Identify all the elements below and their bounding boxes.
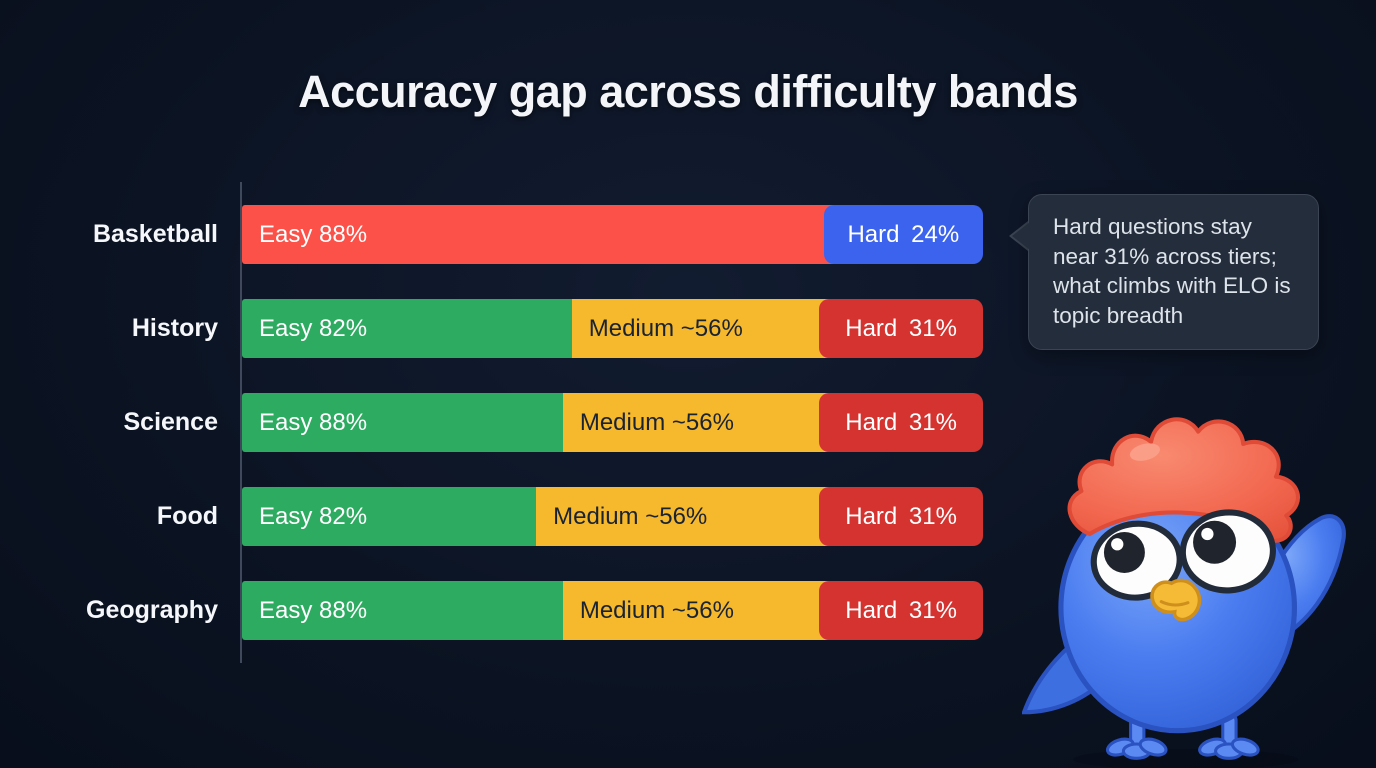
page-title: Accuracy gap across difficulty bands <box>298 66 1078 117</box>
bar-basketball: Easy 88% Hard 24% <box>242 205 983 264</box>
mascot-crest-highlight <box>1129 443 1160 461</box>
stacked-bar-chart: Basketball Easy 88% Hard 24% History Easy 82… <box>0 182 1000 682</box>
bar-segment-medium-history: Medium ~56% <box>571 299 831 358</box>
mascot-beak <box>1150 578 1202 622</box>
bar-segment-medium-food: Medium ~56% <box>536 487 831 546</box>
bar-segment-easy-basketball: Easy 88% <box>242 205 835 264</box>
blue-bird-mascot <box>1021 380 1360 768</box>
bar-geography: Easy 88% Medium ~56% Hard 31% <box>242 581 983 640</box>
category-label-history: History <box>131 314 218 342</box>
category-label-basketball: Basketball <box>92 220 218 248</box>
annotation-text: Hard questions stay near 31% across tier… <box>1053 214 1291 328</box>
y-axis-line <box>240 182 242 663</box>
bar-segment-hard-history: Hard 31% <box>819 299 983 358</box>
mascot-feet <box>1105 737 1260 760</box>
bar-segment-easy-science: Easy 88% <box>242 393 574 452</box>
bar-segment-easy-food: Easy 82% <box>242 487 548 546</box>
bar-science: Easy 88% Medium ~56% Hard 31% <box>242 393 983 452</box>
bar-food: Easy 82% Medium ~56% Hard 31% <box>242 487 983 546</box>
annotation-speech-bubble: Hard questions stay near 31% across tier… <box>1009 194 1319 350</box>
bar-segment-medium-science: Medium ~56% <box>562 393 831 452</box>
mascot-bird-illustration <box>1021 417 1346 768</box>
bar-segment-hard-food: Hard 31% <box>819 487 983 546</box>
bar-segment-hard-basketball: Hard 24% <box>823 205 983 264</box>
speech-bubble-tail <box>1012 222 1030 250</box>
category-label-geography: Geography <box>86 596 218 624</box>
bar-segment-easy-history: Easy 82% <box>242 299 583 358</box>
bar-segment-easy-geography: Easy 88% <box>242 581 574 640</box>
bar-segment-hard-geography: Hard 31% <box>819 581 983 640</box>
category-label-science: Science <box>123 408 218 436</box>
bar-segment-hard-science: Hard 31% <box>819 393 983 452</box>
category-label-food: Food <box>156 502 218 530</box>
bar-history: Easy 82% Medium ~56% Hard 31% <box>242 299 983 358</box>
mascot-beak-smile <box>1159 600 1190 607</box>
mascot-eyes <box>1090 509 1276 601</box>
bar-segment-medium-geography: Medium ~56% <box>562 581 831 640</box>
